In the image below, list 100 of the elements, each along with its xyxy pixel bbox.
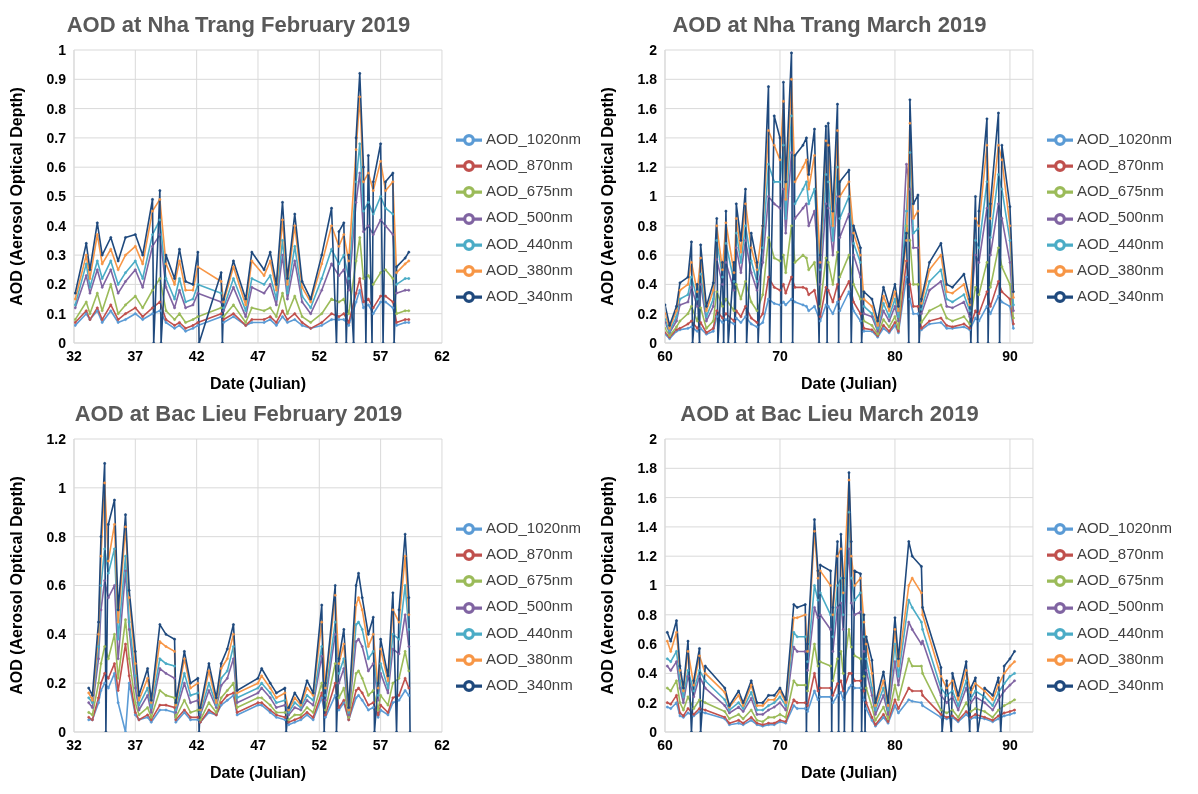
y-tick-label: 1 bbox=[649, 577, 658, 594]
y-tick-label: 0.1 bbox=[46, 305, 67, 322]
x-axis-title: Date (Julian) bbox=[800, 375, 897, 392]
x-tick-label: 62 bbox=[434, 347, 450, 364]
x-tick-label: 32 bbox=[66, 736, 82, 753]
x-tick-label: 37 bbox=[127, 736, 144, 753]
legend-label: AOD_340nm bbox=[485, 286, 573, 304]
y-tick-label: 0 bbox=[58, 723, 67, 740]
x-tick-label: 47 bbox=[250, 347, 266, 364]
legend-label: AOD_340nm bbox=[1076, 675, 1164, 693]
chart-title: AOD at Bac Lieu March 2019 bbox=[679, 400, 980, 428]
legend-label: AOD_340nm bbox=[485, 675, 573, 693]
y-tick-label: 1.6 bbox=[637, 100, 658, 117]
x-axis-title: Date (Julian) bbox=[209, 375, 306, 392]
x-axis-title: Date (Julian) bbox=[800, 764, 897, 781]
x-tick-label: 42 bbox=[188, 347, 205, 364]
y-tick-label: 0.9 bbox=[46, 71, 67, 88]
y-tick-label: 0.8 bbox=[637, 606, 658, 623]
legend-label: AOD_675nm bbox=[485, 182, 573, 200]
x-tick-label: 42 bbox=[188, 736, 205, 753]
y-tick-label: 0.2 bbox=[637, 305, 658, 322]
x-tick-label: 57 bbox=[372, 347, 389, 364]
legend-label: AOD_675nm bbox=[1076, 182, 1164, 200]
x-tick-label: 52 bbox=[311, 347, 328, 364]
y-tick-label: 0.3 bbox=[46, 247, 67, 264]
legend-label: AOD_675nm bbox=[485, 571, 573, 589]
chart-title: AOD at Nha Trang February 2019 bbox=[65, 11, 412, 39]
y-tick-label: 0 bbox=[649, 723, 658, 740]
legend-label: AOD_380nm bbox=[485, 260, 573, 278]
y-tick-label: 0.2 bbox=[637, 694, 658, 711]
y-tick-label: 1.8 bbox=[637, 460, 658, 477]
y-tick-label: 1 bbox=[58, 41, 67, 58]
legend-label: AOD_1020nm bbox=[485, 130, 581, 148]
x-tick-label: 47 bbox=[250, 736, 266, 753]
y-tick-label: 0 bbox=[58, 334, 67, 351]
x-tick-label: 90 bbox=[1002, 736, 1018, 753]
legend-label: AOD_440nm bbox=[485, 623, 573, 641]
legend-label: AOD_380nm bbox=[1076, 260, 1164, 278]
y-tick-label: 0.4 bbox=[637, 276, 658, 293]
y-tick-label: 2 bbox=[649, 430, 658, 447]
y-tick-label: 0.8 bbox=[46, 100, 67, 117]
y-tick-label: 1.6 bbox=[637, 489, 658, 506]
x-tick-label: 52 bbox=[311, 736, 328, 753]
y-tick-label: 0 bbox=[649, 334, 658, 351]
y-tick-label: 0.6 bbox=[637, 247, 658, 264]
x-tick-label: 60 bbox=[657, 347, 673, 364]
legend-label: AOD_380nm bbox=[485, 649, 573, 667]
x-tick-label: 80 bbox=[887, 347, 903, 364]
chart-title: AOD at Nha Trang March 2019 bbox=[671, 11, 988, 39]
legend-label: AOD_870nm bbox=[1076, 545, 1164, 563]
y-tick-label: 0.6 bbox=[46, 159, 67, 176]
y-tick-label: 1 bbox=[58, 479, 67, 496]
x-tick-label: 60 bbox=[657, 736, 673, 753]
legend-label: AOD_500nm bbox=[1076, 597, 1164, 615]
y-tick-label: 0.4 bbox=[637, 665, 658, 682]
y-axis-title: AOD (Aerosol Optical Depth) bbox=[598, 476, 616, 695]
y-axis-title: AOD (Aerosol Optical Depth) bbox=[7, 87, 25, 306]
legend-label: AOD_500nm bbox=[485, 597, 573, 615]
legend-label: AOD_440nm bbox=[485, 234, 573, 252]
x-tick-label: 37 bbox=[127, 347, 144, 364]
y-tick-label: 0.8 bbox=[637, 217, 658, 234]
y-tick-label: 0.5 bbox=[46, 188, 67, 205]
y-tick-label: 0.2 bbox=[46, 675, 67, 692]
legend-label: AOD_870nm bbox=[485, 545, 573, 563]
x-tick-label: 57 bbox=[372, 736, 389, 753]
legend-label: AOD_870nm bbox=[1076, 156, 1164, 174]
y-axis-title: AOD (Aerosol Optical Depth) bbox=[7, 476, 25, 695]
legend-label: AOD_440nm bbox=[1076, 234, 1164, 252]
legend-label: AOD_500nm bbox=[485, 208, 573, 226]
y-tick-label: 2 bbox=[649, 41, 658, 58]
y-tick-label: 0.4 bbox=[46, 626, 67, 643]
y-tick-label: 1.2 bbox=[637, 159, 658, 176]
y-tick-label: 0.8 bbox=[46, 528, 67, 545]
y-tick-label: 0.7 bbox=[46, 129, 67, 146]
y-tick-label: 0.6 bbox=[637, 636, 658, 653]
legend-label: AOD_440nm bbox=[1076, 623, 1164, 641]
y-tick-label: 1.2 bbox=[46, 430, 67, 447]
y-tick-label: 0.4 bbox=[46, 217, 67, 234]
x-tick-label: 70 bbox=[772, 736, 788, 753]
legend-label: AOD_1020nm bbox=[1076, 519, 1172, 537]
legend-label: AOD_500nm bbox=[1076, 208, 1164, 226]
y-tick-label: 1.4 bbox=[637, 518, 658, 535]
y-tick-label: 1.4 bbox=[637, 129, 658, 146]
legend-label: AOD_340nm bbox=[1076, 286, 1164, 304]
x-tick-label: 90 bbox=[1002, 347, 1018, 364]
x-tick-label: 32 bbox=[66, 347, 82, 364]
legend-label: AOD_1020nm bbox=[1076, 130, 1172, 148]
legend-label: AOD_675nm bbox=[1076, 571, 1164, 589]
legend-label: AOD_1020nm bbox=[485, 519, 581, 537]
y-tick-label: 0.6 bbox=[46, 577, 67, 594]
x-tick-label: 80 bbox=[887, 736, 903, 753]
legend-label: AOD_380nm bbox=[1076, 649, 1164, 667]
y-tick-label: 1 bbox=[649, 188, 658, 205]
x-tick-label: 62 bbox=[434, 736, 450, 753]
y-tick-label: 1.8 bbox=[637, 71, 658, 88]
y-tick-label: 0.2 bbox=[46, 276, 67, 293]
y-tick-label: 1.2 bbox=[637, 548, 658, 565]
x-tick-label: 70 bbox=[772, 347, 788, 364]
x-axis-title: Date (Julian) bbox=[209, 764, 306, 781]
legend-label: AOD_870nm bbox=[485, 156, 573, 174]
